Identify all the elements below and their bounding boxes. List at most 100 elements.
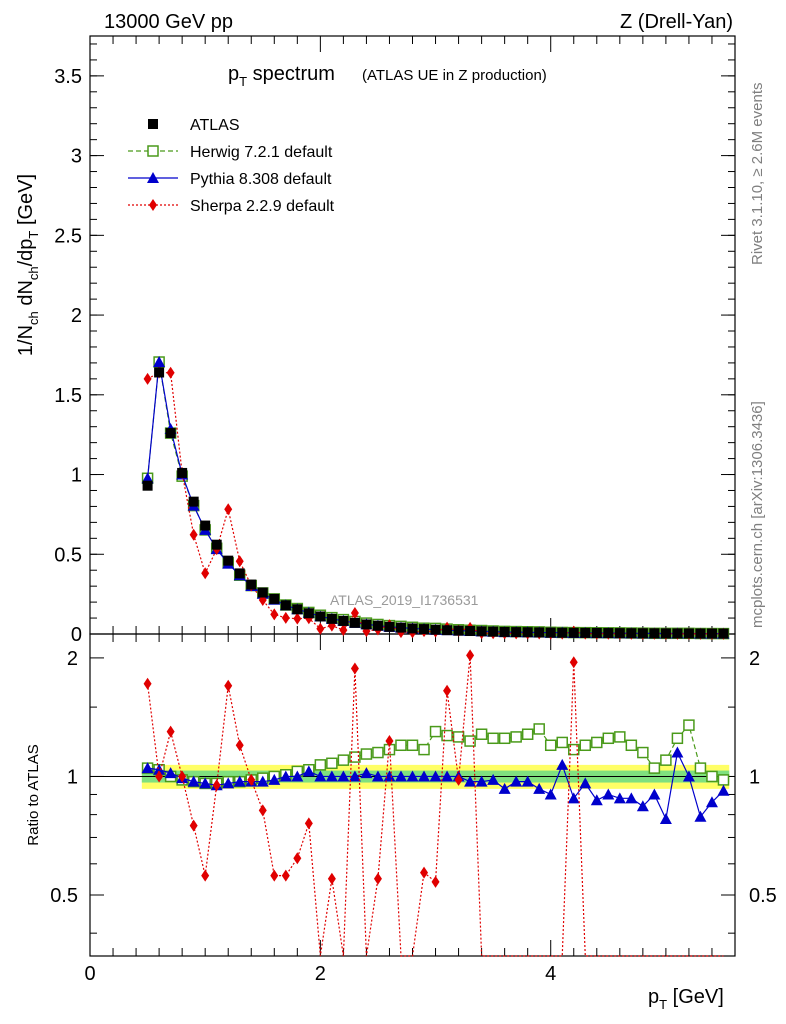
ratio-point-1 bbox=[544, 739, 557, 752]
ratio-point-3 bbox=[293, 852, 302, 865]
ratio-ytick-label-right: 2 bbox=[749, 648, 760, 670]
legend-label: Herwig 7.2.1 default bbox=[190, 144, 333, 161]
main-point-atlas bbox=[349, 617, 360, 628]
plot-title: pT spectrum bbox=[228, 63, 335, 89]
ratio-point-1 bbox=[360, 748, 373, 760]
ratio-point-3 bbox=[155, 770, 164, 783]
main-point-3 bbox=[350, 607, 359, 620]
ratio-point-3 bbox=[247, 773, 256, 786]
main-point-atlas bbox=[223, 555, 234, 566]
main-frame bbox=[89, 35, 736, 635]
ratio-point-2 bbox=[579, 777, 592, 789]
main-point-3 bbox=[143, 372, 152, 385]
main-point-atlas bbox=[177, 467, 188, 478]
main-point-atlas bbox=[269, 593, 280, 604]
main-ytick-label: 2 bbox=[71, 305, 82, 327]
ratio-point-2 bbox=[567, 792, 580, 804]
main-ytick-label: 0.5 bbox=[54, 544, 82, 566]
ratio-point-2 bbox=[694, 810, 707, 822]
main-point-atlas bbox=[534, 627, 545, 638]
main-point-atlas bbox=[395, 622, 406, 633]
ratio-point-2 bbox=[199, 777, 212, 789]
ratio-point-1 bbox=[533, 723, 545, 735]
ratio-point-3 bbox=[373, 872, 382, 885]
main-ytick-label: 1 bbox=[71, 465, 82, 487]
ratio-point-1 bbox=[521, 728, 534, 740]
main-point-3 bbox=[339, 624, 348, 637]
ratio-point-1 bbox=[671, 732, 684, 745]
ratio-point-3 bbox=[189, 819, 198, 832]
xtick-label: 2 bbox=[315, 963, 326, 985]
ratio-ytick-label: 2 bbox=[67, 648, 78, 670]
y-axis-label-top: 1/Nch dNch/dpT [GeV] bbox=[15, 174, 41, 356]
ratio-point-1 bbox=[660, 754, 672, 766]
ratio-point-1 bbox=[487, 732, 499, 745]
main-point-atlas bbox=[603, 628, 614, 639]
ratio-point-3 bbox=[143, 677, 152, 690]
ratio-point-2 bbox=[441, 770, 454, 782]
main-point-atlas bbox=[672, 628, 683, 639]
ratio-point-3 bbox=[385, 735, 394, 748]
main-point-3 bbox=[270, 608, 279, 621]
ratio-point-2 bbox=[418, 770, 431, 782]
main-point-atlas bbox=[660, 628, 671, 639]
main-point-atlas bbox=[718, 628, 729, 639]
ratio-point-2 bbox=[279, 770, 292, 782]
ratio-point-2 bbox=[302, 765, 315, 777]
xtick-label: 4 bbox=[545, 963, 556, 985]
main-point-3 bbox=[201, 567, 210, 580]
ratio-point-1 bbox=[498, 732, 511, 745]
ratio-point-3 bbox=[270, 869, 279, 882]
ratio-point-2 bbox=[164, 767, 177, 779]
ratio-point-1 bbox=[326, 757, 338, 770]
ratio-point-3 bbox=[212, 779, 221, 792]
ratio-point-3 bbox=[350, 662, 359, 675]
ratio-point-2 bbox=[625, 792, 638, 804]
main-point-atlas bbox=[303, 608, 314, 619]
ratio-point-1 bbox=[568, 743, 580, 756]
ratio-point-1 bbox=[706, 770, 718, 783]
ratio-point-2 bbox=[636, 800, 649, 812]
ratio-point-1 bbox=[556, 736, 568, 749]
ratio-point-2 bbox=[222, 777, 235, 789]
legend-label: ATLAS bbox=[190, 117, 240, 134]
ratio-ytick-label-right: 1 bbox=[749, 766, 760, 788]
main-series-layer bbox=[141, 356, 730, 640]
main-point-atlas bbox=[614, 628, 625, 639]
ratio-point-1 bbox=[602, 732, 615, 745]
ratio-point-1 bbox=[475, 728, 488, 740]
main-point-atlas bbox=[292, 604, 303, 615]
main-point-atlas bbox=[522, 627, 533, 638]
ratio-point-2 bbox=[556, 758, 569, 770]
main-point-3 bbox=[189, 528, 198, 541]
main-ytick-label: 3 bbox=[71, 146, 82, 168]
main-point-3 bbox=[224, 503, 233, 516]
plot-title-rest: spectrum bbox=[247, 63, 335, 85]
ratio-point-1 bbox=[637, 746, 649, 759]
plot-title-main: p bbox=[228, 63, 239, 85]
ratio-ytick-label: 0.5 bbox=[50, 885, 78, 907]
main-point-atlas bbox=[706, 628, 717, 639]
ratio-point-3 bbox=[443, 684, 452, 697]
ratio-point-1 bbox=[441, 729, 453, 742]
main-ytick-label: 1.5 bbox=[54, 385, 82, 407]
ratio-point-2 bbox=[348, 770, 361, 782]
main-point-atlas bbox=[488, 626, 499, 637]
main-point-atlas bbox=[384, 621, 395, 632]
legend: ATLAS Herwig 7.2.1 default Pythia 8.308 de… bbox=[128, 117, 335, 215]
legend-marker bbox=[147, 145, 159, 157]
main-point-3 bbox=[316, 622, 325, 635]
ratio-point-1 bbox=[614, 731, 626, 743]
xtick-label: 0 bbox=[84, 963, 95, 985]
ratio-point-1 bbox=[694, 762, 707, 774]
main-point-atlas bbox=[246, 579, 257, 590]
main-point-3 bbox=[281, 611, 290, 624]
ratio-point-2 bbox=[337, 770, 350, 782]
main-ytick-label: 2.5 bbox=[54, 225, 82, 247]
legend-marker bbox=[148, 119, 158, 129]
ratio-point-2 bbox=[406, 770, 419, 782]
ratio-point-2 bbox=[544, 788, 557, 800]
main-point-atlas bbox=[499, 626, 510, 637]
ratio-point-2 bbox=[325, 770, 338, 782]
legend-label: Sherpa 2.2.9 default bbox=[190, 198, 335, 215]
